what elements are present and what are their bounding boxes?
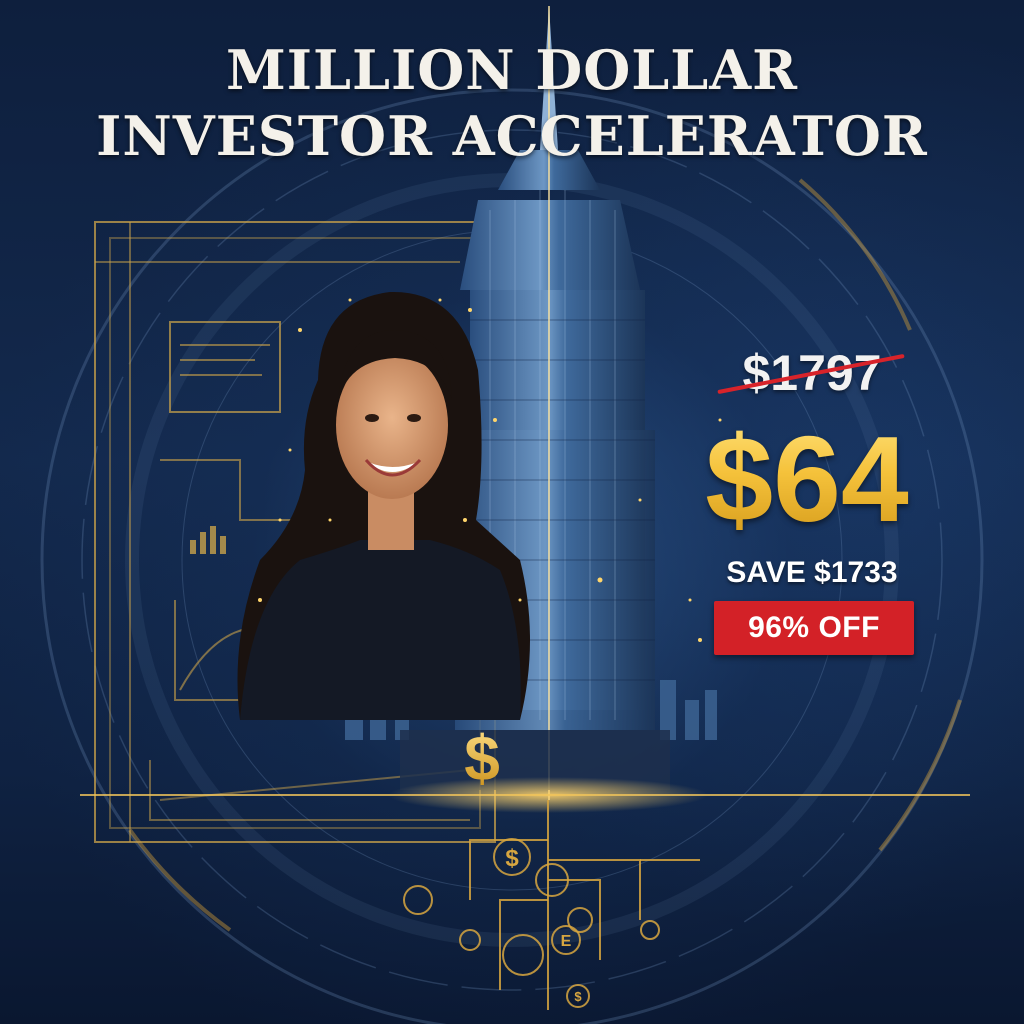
- woman-portrait: [237, 291, 530, 720]
- headline-line-2: INVESTOR ACCELERATOR: [96, 104, 928, 168]
- gear-circuit: [403, 800, 700, 1010]
- svg-text:$: $: [574, 989, 582, 1004]
- sale-price: $64: [682, 414, 932, 544]
- skyscraper-tower: [455, 6, 655, 800]
- gold-particles: [258, 298, 722, 642]
- svg-text:$: $: [505, 845, 519, 872]
- discount-label: 96% OFF: [748, 611, 880, 644]
- discount-badge: 96% OFF: [714, 601, 914, 655]
- dollar-icon: $: [464, 722, 500, 794]
- svg-text:$: $: [464, 722, 500, 794]
- headline-line-1: MILLION DOLLAR: [225, 38, 798, 102]
- svg-text:E: E: [561, 933, 572, 950]
- savings-label: SAVE $1733: [726, 556, 898, 589]
